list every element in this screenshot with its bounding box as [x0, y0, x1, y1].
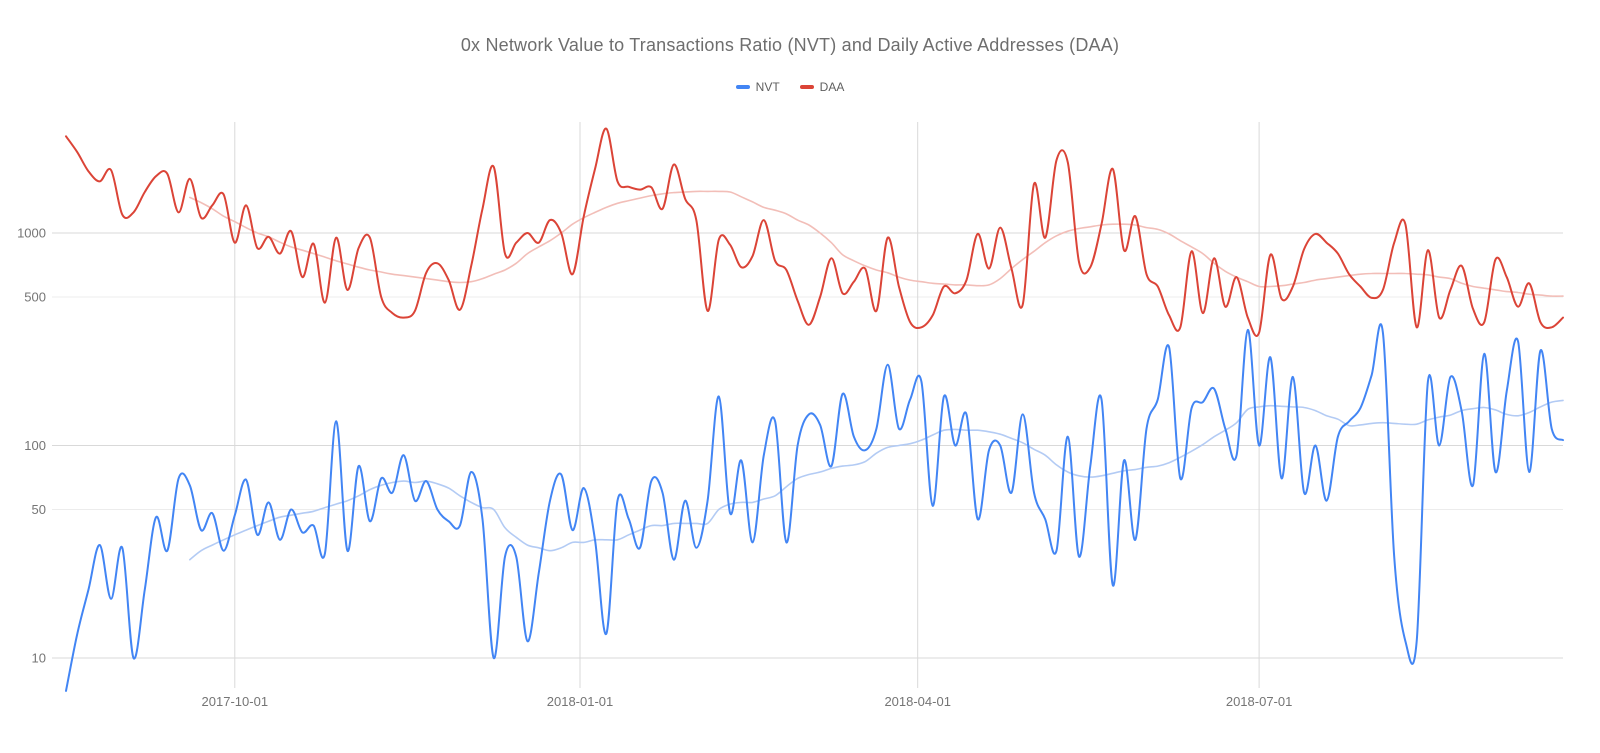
nvt-line [65, 323, 1564, 692]
x-axis-tick-label: 2017-10-01 [202, 694, 269, 709]
daa-line [65, 127, 1564, 337]
x-axis-tick-label: 2018-07-01 [1226, 694, 1293, 709]
y-axis-tick-label: 10 [32, 651, 46, 666]
y-axis-tick-label: 100 [24, 438, 46, 453]
x-axis-tick-label: 2018-01-01 [547, 694, 614, 709]
daa-series-swatch [799, 85, 814, 89]
y-axis-tick-label: 500 [24, 290, 46, 305]
y-axis-tick-label: 1000 [17, 226, 46, 241]
legend-label-nvt: NVT [755, 80, 780, 94]
daa-smoothed-line [189, 190, 1564, 297]
chart-legend: NVT DAA [0, 80, 1580, 94]
legend-label-daa: DAA [819, 80, 845, 94]
legend-item-daa[interactable]: DAA [799, 80, 845, 94]
chart-title: 0x Network Value to Transactions Ratio (… [460, 35, 1120, 55]
y-axis-tick-label: 50 [32, 502, 46, 517]
nvt-smoothed-line [189, 399, 1564, 561]
legend-item-nvt[interactable]: NVT [735, 80, 780, 94]
x-axis-tick-label: 2018-04-01 [884, 694, 951, 709]
nvt-series-swatch [735, 85, 750, 89]
